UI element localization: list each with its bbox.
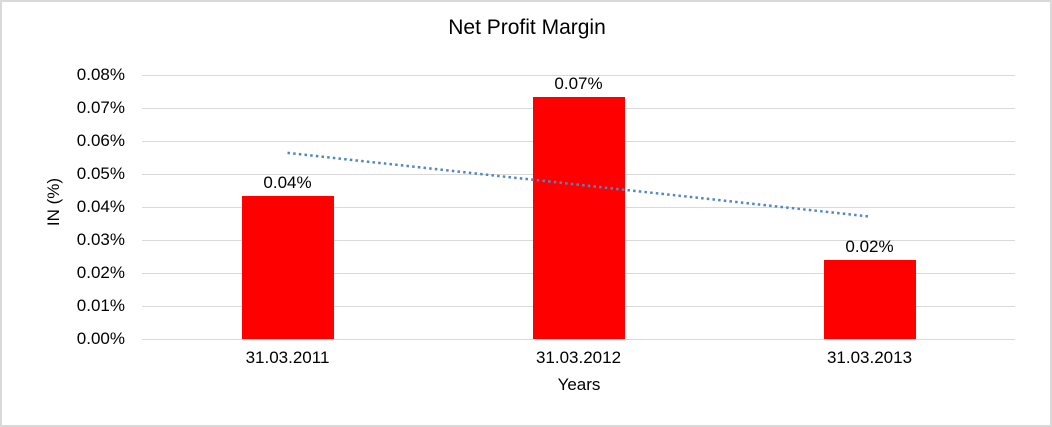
data-label: 0.02%	[845, 237, 894, 257]
x-axis-title: Years	[557, 375, 601, 394]
y-tick-label: 0.02%	[76, 263, 125, 282]
y-axis-title: IN (%)	[44, 177, 63, 227]
bar-31.03.2012	[532, 97, 625, 339]
y-tick-label: 0.00%	[76, 329, 125, 348]
x-tick-label: 31.03.2011	[245, 348, 330, 367]
y-tick-label: 0.08%	[76, 65, 125, 84]
y-tick-label: 0.06%	[76, 131, 125, 150]
y-tick-label: 0.01%	[76, 296, 125, 315]
gridline	[142, 339, 1015, 340]
plot-area	[142, 75, 1015, 340]
x-tick-label: 31.03.2012	[535, 348, 622, 367]
y-tick-label: 0.03%	[76, 230, 125, 249]
y-tick-label: 0.04%	[76, 197, 125, 216]
data-label: 0.07%	[554, 74, 603, 94]
y-tick-label: 0.05%	[76, 164, 125, 183]
x-tick-label: 31.03.2013	[826, 348, 913, 367]
y-tick-label: 0.07%	[76, 98, 125, 117]
data-label: 0.04%	[263, 173, 312, 193]
bar-31.03.2013	[823, 260, 916, 339]
bar-31.03.2011	[241, 196, 334, 339]
gridline	[142, 75, 1015, 76]
chart-title: Net Profit Margin	[448, 16, 606, 39]
